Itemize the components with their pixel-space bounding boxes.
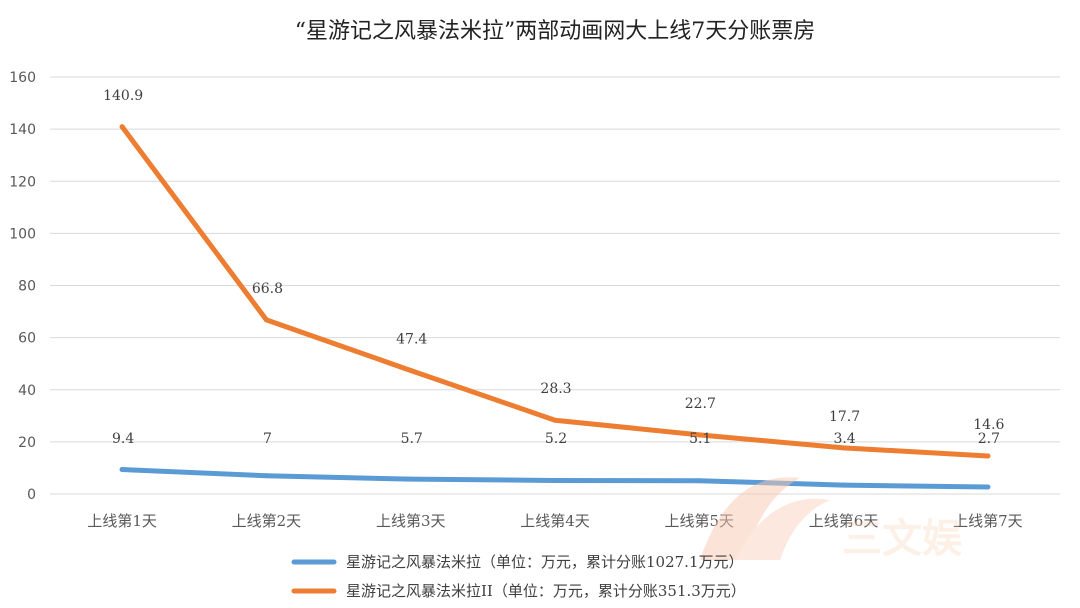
y-tick-label: 0 [27,487,36,503]
data-point [552,417,558,423]
y-tick-label: 120 [9,174,36,190]
data-point [841,482,847,488]
data-label: 17.7 [829,409,860,425]
y-tick-label: 80 [18,279,36,295]
data-point [119,467,125,473]
data-point [985,484,991,490]
x-category-label: 上线第1天 [87,512,157,530]
legend: 星游记之风暴法米拉（单位：万元，累计分账1027.1万元） 星游记之风暴法米拉II… [291,553,746,600]
data-point [696,478,702,484]
x-category-label: 上线第7天 [953,512,1023,530]
legend-entry: 星游记之风暴法米拉II（单位：万元，累计分账351.3万元） [346,582,746,600]
y-tick-label: 140 [9,122,36,138]
data-label: 7 [263,431,272,447]
data-point [263,473,269,479]
y-tick-label: 160 [9,70,36,86]
data-point [841,445,847,451]
data-label: 5.7 [401,431,423,447]
data-point [263,317,269,323]
data-point [552,477,558,483]
data-label: 5.2 [545,431,567,447]
data-label: 2.7 [978,431,1000,447]
y-tick-label: 40 [18,383,36,399]
series-lines [119,124,991,490]
watermark-swoosh-2 [735,498,830,560]
data-point [408,476,414,482]
data-labels: 9.4 7 5.7 5.2 5.1 3.4 2.7 140.9 66.8 47.4 28.3 22.7… [103,88,1004,447]
legend-entry: 星游记之风暴法米拉（单位：万元，累计分账1027.1万元） [346,553,744,571]
watermark-swoosh-1 [700,477,800,560]
data-label: 14.6 [973,417,1004,433]
data-label: 47.4 [396,331,427,347]
data-label: 3.4 [833,431,855,447]
data-point [696,432,702,438]
data-label: 5.1 [689,431,711,447]
x-category-label: 上线第6天 [809,512,879,530]
data-point [985,453,991,459]
data-label: 66.8 [252,281,283,297]
y-axis-tick-labels: 0 20 40 60 80 100 120 140 160 [9,70,36,503]
watermark-logo: 三文娱 [700,477,962,562]
y-tick-label: 20 [18,435,36,451]
x-category-label: 上线第4天 [520,512,590,530]
y-tick-label: 60 [18,331,36,347]
data-label: 140.9 [103,88,143,104]
y-tick-label: 100 [9,226,36,242]
data-point [119,124,125,130]
x-axis-category-labels: 上线第1天 上线第2天 上线第3天 上线第4天 上线第5天 上线第6天 上线第7天 [87,512,1022,530]
data-label: 22.7 [685,396,716,412]
x-category-label: 上线第2天 [232,512,302,530]
grid-lines [50,76,1060,495]
data-label: 28.3 [540,381,571,397]
x-category-label: 上线第3天 [376,512,446,530]
data-point [408,367,414,373]
data-label: 9.4 [112,431,134,447]
watermark-text: 三文娱 [842,515,962,562]
chart-title: “星游记之风暴法米拉”两部动画网大上线7天分账票房 [295,19,816,44]
